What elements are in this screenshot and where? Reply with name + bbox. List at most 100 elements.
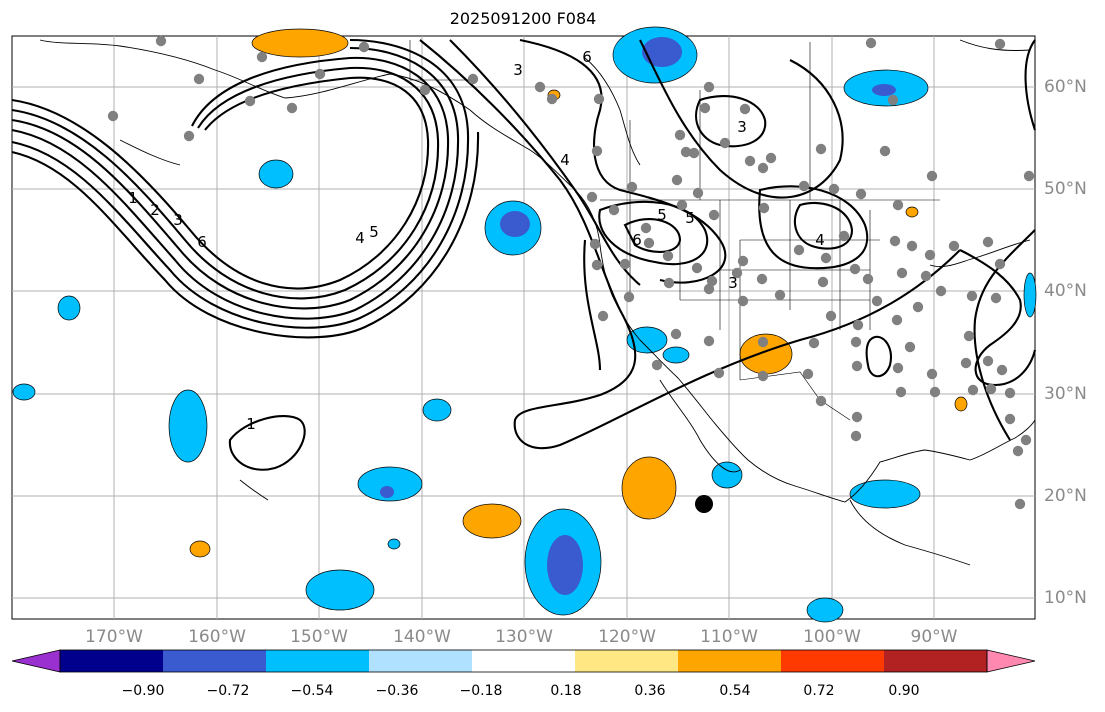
- latitude-label: 40°N: [1044, 281, 1087, 301]
- station-marker: [891, 314, 903, 326]
- colorbar-segment: [266, 650, 370, 672]
- station-marker: [808, 337, 820, 349]
- station-marker: [1020, 434, 1032, 446]
- contour-line: [639, 39, 844, 199]
- station-marker: [608, 204, 620, 216]
- station-marker: [851, 360, 863, 372]
- station-marker: [467, 73, 479, 85]
- station-marker: [713, 367, 725, 379]
- positive-anomaly-area: [954, 396, 968, 412]
- contour-label: 2: [150, 201, 160, 219]
- latitude-label: 10°N: [1044, 588, 1087, 608]
- station-marker: [1004, 387, 1016, 399]
- contour-line: [598, 200, 709, 266]
- station-marker: [852, 319, 864, 331]
- colorbar-tick-label: 0.90: [888, 683, 920, 699]
- contour-label: 3: [737, 118, 747, 136]
- contour-line: [11, 131, 480, 339]
- longitude-label: 140°W: [393, 627, 451, 647]
- station-marker: [662, 250, 674, 262]
- storm-center-marker: [695, 495, 713, 513]
- longitude-label: 160°W: [188, 627, 246, 647]
- station-marker: [244, 95, 256, 107]
- station-marker: [737, 255, 749, 267]
- negative-anomaly-area: [305, 569, 375, 611]
- station-marker: [985, 383, 997, 395]
- chart-title: 2025091200 F084: [449, 9, 597, 28]
- station-marker: [1014, 498, 1026, 510]
- station-marker: [670, 328, 682, 340]
- latitude-label: 60°N: [1044, 77, 1087, 97]
- station-marker: [757, 336, 769, 348]
- station-marker: [838, 230, 850, 242]
- contour-lines: [11, 38, 1037, 471]
- negative-anomaly-area: [1023, 272, 1037, 318]
- station-marker: [966, 290, 978, 302]
- colorbar-segment: [678, 650, 782, 672]
- station-marker: [699, 102, 711, 114]
- station-marker: [155, 35, 167, 47]
- station-marker: [744, 155, 756, 167]
- station-marker: [758, 202, 770, 214]
- station-marker: [757, 162, 769, 174]
- colorbar: [11, 649, 1036, 673]
- contour-label: 3: [728, 274, 738, 292]
- positive-anomaly-area: [621, 456, 677, 520]
- contour-line: [228, 415, 306, 471]
- negative-anomaly-area: [57, 295, 81, 321]
- station-marker: [623, 291, 635, 303]
- station-marker: [193, 73, 205, 85]
- colorbar-tick-label: 0.36: [634, 683, 666, 699]
- contour-label: 1: [246, 415, 256, 433]
- negative-anomaly-area: [849, 479, 921, 509]
- station-marker: [855, 188, 867, 200]
- anomaly-shading: [12, 26, 1037, 623]
- station-marker: [798, 180, 810, 192]
- station-marker: [990, 292, 1002, 304]
- station-marker: [1004, 413, 1016, 425]
- station-marker: [419, 84, 431, 96]
- station-marker: [757, 370, 769, 382]
- colorbar-segment: [60, 650, 164, 672]
- contour-line: [519, 38, 727, 284]
- station-marker: [815, 395, 827, 407]
- station-marker: [691, 262, 703, 274]
- contour-label: 1: [128, 189, 138, 207]
- contour-label: 4: [815, 231, 825, 249]
- station-marker: [825, 310, 837, 322]
- station-marker: [626, 181, 638, 193]
- station-marker: [107, 110, 119, 122]
- station-marker: [815, 143, 827, 155]
- station-marker: [929, 386, 941, 398]
- station-marker: [996, 364, 1008, 376]
- colorbar-tick-label: −0.54: [290, 683, 334, 699]
- station-marker: [994, 38, 1006, 50]
- colorbar-segment: [369, 650, 473, 672]
- station-marker: [1023, 170, 1035, 182]
- station-marker: [889, 235, 901, 247]
- contour-line: [695, 95, 767, 148]
- contour-line: [11, 66, 440, 300]
- colorbar-segment: [472, 650, 576, 672]
- contour-line: [419, 39, 961, 450]
- station-marker: [828, 183, 840, 195]
- contour-line: [11, 56, 450, 310]
- station-marker: [774, 289, 786, 301]
- station-marker: [817, 276, 829, 288]
- station-marker: [663, 277, 675, 289]
- station-marker: [849, 263, 861, 275]
- station-marker: [871, 295, 883, 307]
- station-marker: [671, 174, 683, 186]
- colorbar-segment: [575, 650, 679, 672]
- contour-label: 3: [513, 61, 523, 79]
- station-marker: [676, 199, 688, 211]
- station-marker: [756, 273, 768, 285]
- station-marker: [619, 258, 631, 270]
- station-marker: [820, 252, 832, 264]
- contour-line: [793, 201, 854, 250]
- station-marker: [692, 187, 704, 199]
- longitude-label: 150°W: [290, 627, 348, 647]
- negative-anomaly-area: [258, 159, 294, 189]
- station-marker: [879, 145, 891, 157]
